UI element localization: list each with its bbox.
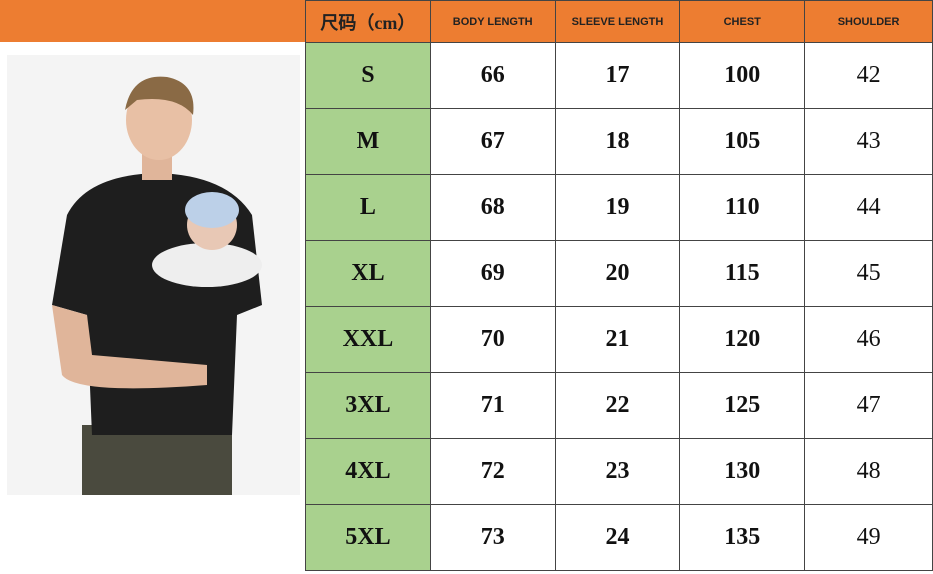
size-cell: XXL bbox=[305, 306, 431, 373]
column-header: BODY LENGTH bbox=[429, 0, 556, 43]
size-cell: S bbox=[305, 42, 431, 109]
measurement-cell: 66 bbox=[429, 42, 556, 109]
column-header: 尺码（cm） bbox=[305, 0, 431, 43]
measurement-cell: 21 bbox=[554, 306, 681, 373]
size-cell: 5XL bbox=[305, 504, 431, 571]
table-row: XXL 70 21 120 46 bbox=[305, 306, 933, 373]
table-row: S 66 17 100 42 bbox=[305, 42, 933, 109]
size-cell: L bbox=[305, 174, 431, 241]
table-row: L 68 19 110 44 bbox=[305, 174, 933, 241]
table-row: M 67 18 105 43 bbox=[305, 108, 933, 175]
table-header-row: 尺码（cm） BODY LENGTH SLEEVE LENGTH CHEST SHOUL… bbox=[305, 0, 933, 43]
table-row: 5XL 73 24 135 49 bbox=[305, 504, 933, 571]
size-cell: XL bbox=[305, 240, 431, 307]
measurement-cell: 46 bbox=[804, 306, 933, 373]
measurement-cell: 42 bbox=[804, 42, 933, 109]
table-row: XL 69 20 115 45 bbox=[305, 240, 933, 307]
measurement-cell: 135 bbox=[679, 504, 806, 571]
measurement-cell: 120 bbox=[679, 306, 806, 373]
measurement-cell: 130 bbox=[679, 438, 806, 505]
measurement-cell: 47 bbox=[804, 372, 933, 439]
measurement-cell: 69 bbox=[429, 240, 556, 307]
measurement-cell: 45 bbox=[804, 240, 933, 307]
table-row: 3XL 71 22 125 47 bbox=[305, 372, 933, 439]
size-chart-table: 尺码（cm） BODY LENGTH SLEEVE LENGTH CHEST SHOUL… bbox=[305, 0, 933, 571]
measurement-cell: 49 bbox=[804, 504, 933, 571]
measurement-cell: 24 bbox=[554, 504, 681, 571]
measurement-cell: 22 bbox=[554, 372, 681, 439]
measurement-cell: 71 bbox=[429, 372, 556, 439]
measurement-cell: 43 bbox=[804, 108, 933, 175]
measurement-cell: 48 bbox=[804, 438, 933, 505]
measurement-cell: 17 bbox=[554, 42, 681, 109]
table-row: 4XL 72 23 130 48 bbox=[305, 438, 933, 505]
column-header: SLEEVE LENGTH bbox=[554, 0, 681, 43]
size-cell: 3XL bbox=[305, 372, 431, 439]
measurement-cell: 19 bbox=[554, 174, 681, 241]
measurement-cell: 67 bbox=[429, 108, 556, 175]
measurement-cell: 20 bbox=[554, 240, 681, 307]
product-photo bbox=[7, 55, 300, 495]
size-cell: 4XL bbox=[305, 438, 431, 505]
measurement-cell: 115 bbox=[679, 240, 806, 307]
measurement-cell: 68 bbox=[429, 174, 556, 241]
measurement-cell: 125 bbox=[679, 372, 806, 439]
measurement-cell: 110 bbox=[679, 174, 806, 241]
measurement-cell: 70 bbox=[429, 306, 556, 373]
measurement-cell: 44 bbox=[804, 174, 933, 241]
measurement-cell: 73 bbox=[429, 504, 556, 571]
size-cell: M bbox=[305, 108, 431, 175]
measurement-cell: 72 bbox=[429, 438, 556, 505]
measurement-cell: 100 bbox=[679, 42, 806, 109]
column-header: SHOULDER bbox=[804, 0, 933, 43]
column-header: CHEST bbox=[679, 0, 806, 43]
measurement-cell: 18 bbox=[554, 108, 681, 175]
measurement-cell: 105 bbox=[679, 108, 806, 175]
measurement-cell: 23 bbox=[554, 438, 681, 505]
